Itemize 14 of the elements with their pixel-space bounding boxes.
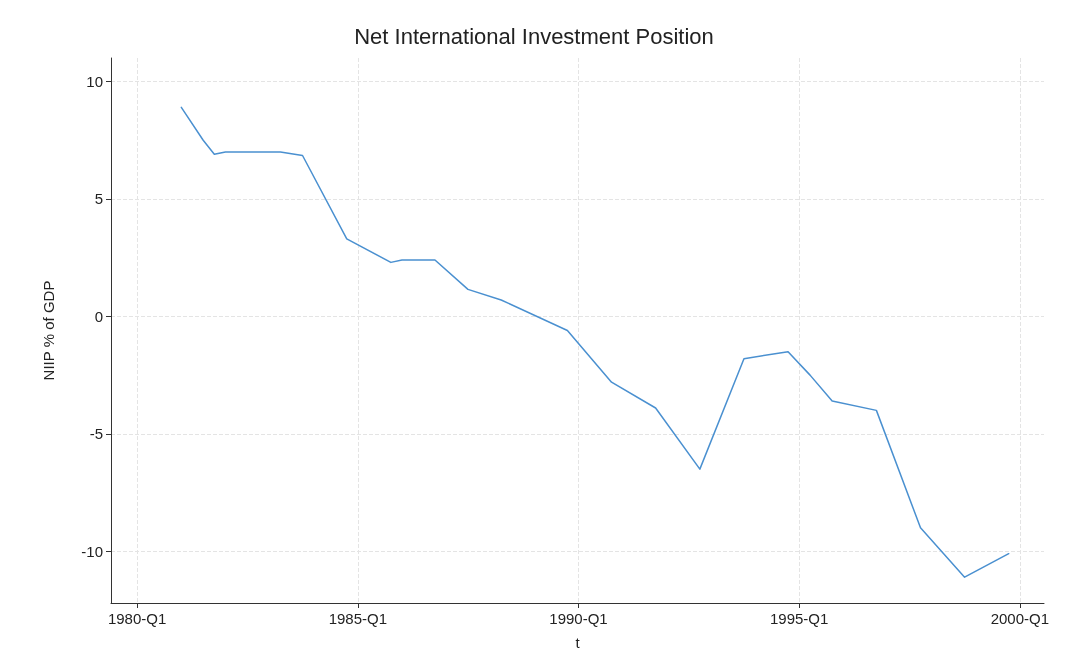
y-tick-label: -10 <box>81 542 103 560</box>
line-series <box>180 106 1010 578</box>
x-tick-label: 1980-Q1 <box>107 610 167 627</box>
x-tick-label: 1990-Q1 <box>549 610 608 627</box>
y-tick-label: 5 <box>94 190 103 208</box>
chart-title: Net International Investment Position <box>354 23 714 49</box>
x-tick-label: 1985-Q1 <box>328 610 388 627</box>
x-axis-title: t <box>575 634 581 651</box>
y-axis-title: NIIP % of GDP <box>40 280 57 381</box>
y-tick-label: 10 <box>86 72 103 90</box>
x-tick-label: 1995-Q1 <box>769 610 829 627</box>
y-tick-label: -5 <box>89 425 103 443</box>
x-tick-label: 2000-Q1 <box>990 610 1050 627</box>
y-tick-label: 0 <box>94 307 103 325</box>
